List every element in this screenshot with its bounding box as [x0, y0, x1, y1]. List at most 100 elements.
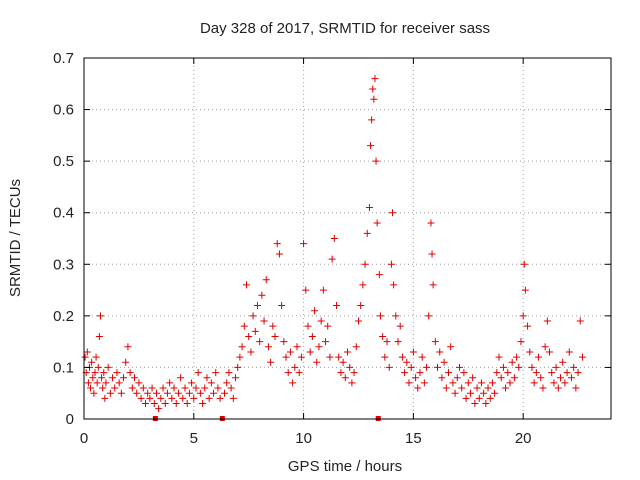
- data-point: [486, 394, 494, 402]
- x-axis-label: GPS time / hours: [288, 458, 402, 475]
- data-point: [91, 369, 99, 377]
- y-tick-label: 0.2: [53, 308, 74, 325]
- data-point: [124, 343, 132, 351]
- data-point: [102, 379, 110, 387]
- data-point: [223, 379, 231, 387]
- data-point: [83, 348, 91, 356]
- data-point: [227, 384, 235, 392]
- data-point: [188, 379, 196, 387]
- data-point: [563, 369, 571, 377]
- data-point: [361, 260, 369, 268]
- data-point: [293, 343, 301, 351]
- data-point: [170, 384, 178, 392]
- data-point: [565, 348, 573, 356]
- data-point: [521, 286, 529, 294]
- data-point: [524, 322, 532, 330]
- data-point: [278, 302, 286, 310]
- data-point: [394, 338, 402, 346]
- data-point: [131, 374, 139, 382]
- data-point: [350, 369, 358, 377]
- data-point: [242, 281, 250, 289]
- data-point: [291, 363, 299, 371]
- data-point: [245, 332, 253, 340]
- data-point: [392, 312, 400, 320]
- data-point: [434, 363, 442, 371]
- data-point: [196, 389, 204, 397]
- y-tick-label: 0.4: [53, 205, 74, 222]
- data-point: [210, 389, 218, 397]
- data-point: [488, 379, 496, 387]
- data-point: [519, 312, 527, 320]
- data-point: [570, 363, 578, 371]
- data-point: [161, 400, 169, 408]
- data-point: [101, 394, 109, 402]
- data-point: [326, 353, 334, 361]
- data-point: [357, 302, 365, 310]
- data-point: [480, 389, 488, 397]
- data-point: [449, 379, 457, 387]
- axis-ticks: [83, 57, 611, 420]
- data-point: [368, 116, 376, 124]
- data-point: [113, 369, 121, 377]
- data-point: [111, 384, 119, 392]
- data-point: [221, 389, 229, 397]
- data-point: [372, 157, 380, 165]
- data-point: [159, 384, 167, 392]
- data-point: [99, 384, 107, 392]
- data-point: [313, 358, 321, 366]
- data-point: [535, 353, 543, 361]
- data-point: [155, 405, 163, 413]
- data-point: [520, 260, 528, 268]
- data-point: [256, 338, 264, 346]
- data-point: [359, 281, 367, 289]
- data-point: [365, 204, 373, 212]
- data-point: [251, 327, 259, 335]
- data-point: [126, 369, 134, 377]
- data-point: [315, 343, 323, 351]
- data-point: [532, 369, 540, 377]
- data-point: [464, 379, 472, 387]
- data-point: [185, 389, 193, 397]
- data-point: [475, 394, 483, 402]
- data-point: [89, 374, 97, 382]
- data-point: [381, 353, 389, 361]
- data-point: [379, 332, 387, 340]
- data-point: [363, 229, 371, 237]
- data-point: [181, 384, 189, 392]
- data-point: [339, 358, 347, 366]
- data-point: [282, 353, 290, 361]
- data-point: [537, 374, 545, 382]
- data-point: [572, 384, 580, 392]
- data-point: [148, 384, 156, 392]
- y-tick-label: 0.6: [53, 102, 74, 119]
- data-point: [135, 379, 143, 387]
- data-point: [96, 312, 104, 320]
- data-point: [455, 363, 463, 371]
- data-point: [106, 389, 114, 397]
- data-point: [539, 384, 547, 392]
- data-point: [137, 394, 145, 402]
- data-point: [330, 235, 338, 242]
- data-point: [442, 384, 450, 392]
- data-point: [194, 369, 202, 377]
- data-point: [232, 374, 240, 382]
- data-point: [253, 302, 261, 310]
- data-point: [214, 384, 222, 392]
- data-point: [387, 260, 395, 268]
- data-point: [183, 400, 191, 408]
- data-point: [548, 369, 556, 377]
- data-point: [409, 348, 417, 356]
- x-tick-label: 20: [515, 430, 532, 447]
- data-point: [561, 379, 569, 387]
- data-point: [398, 353, 406, 361]
- data-points: [81, 75, 586, 413]
- data-point: [477, 379, 485, 387]
- data-point: [352, 343, 360, 351]
- data-point: [95, 332, 103, 340]
- data-point: [286, 348, 294, 356]
- data-point: [493, 369, 501, 377]
- data-point: [247, 348, 255, 356]
- data-point: [499, 363, 507, 371]
- data-point: [458, 384, 466, 392]
